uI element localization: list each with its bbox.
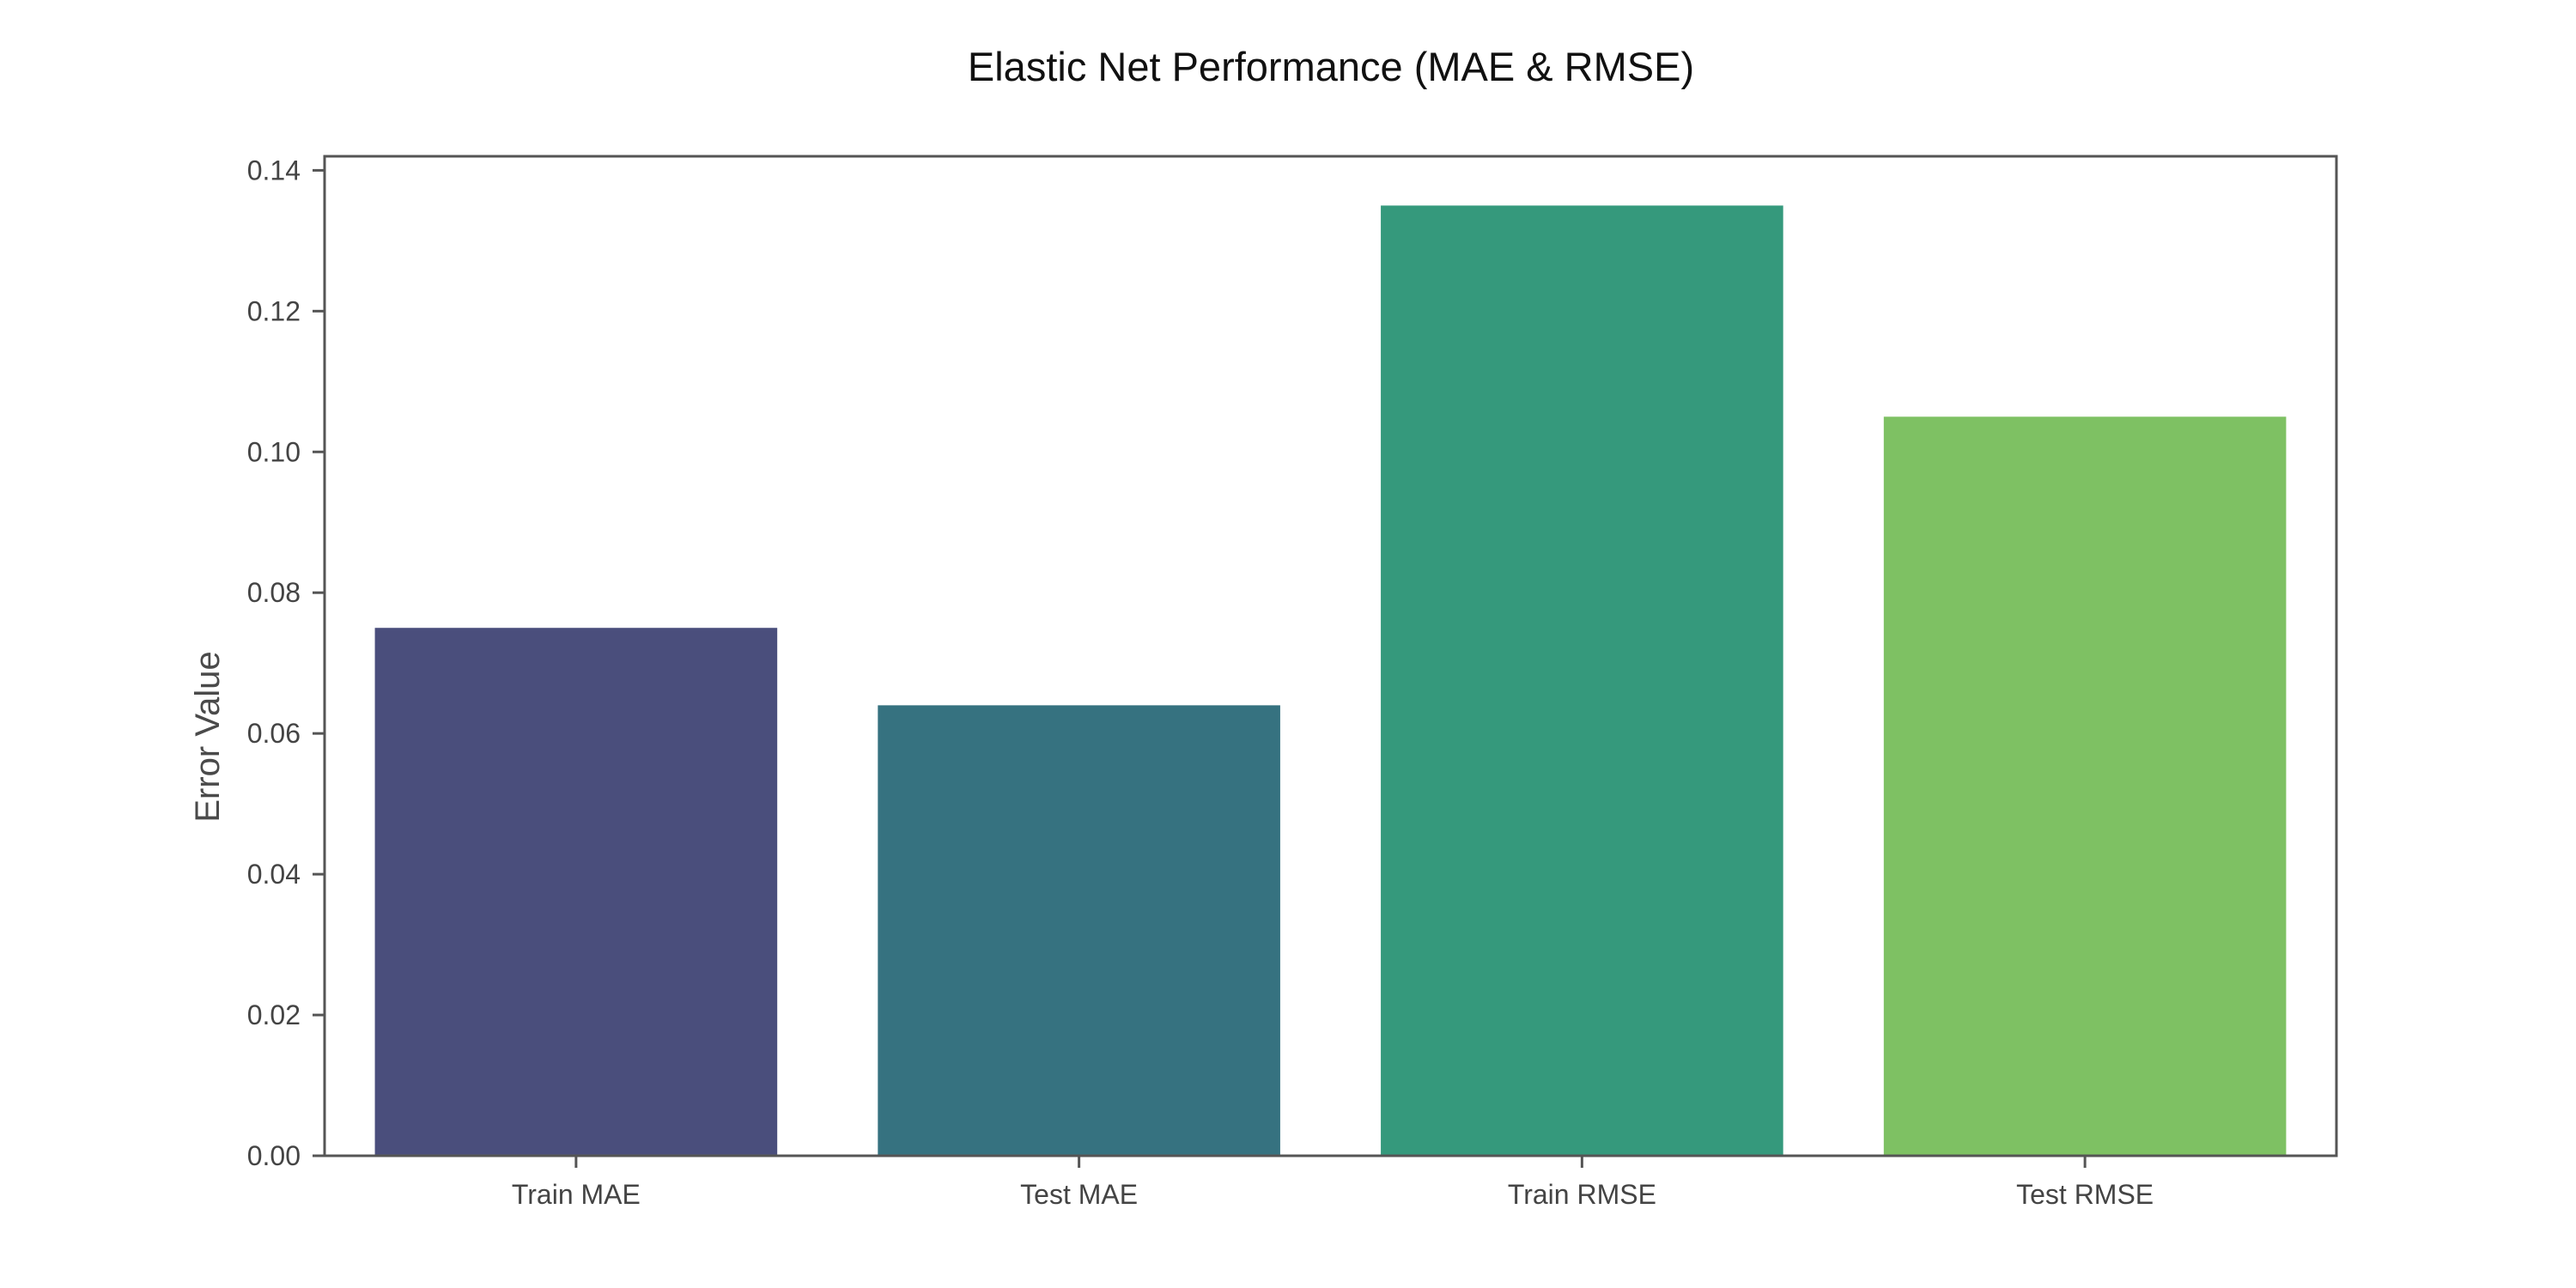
y-tick-label: 0.06 [247, 718, 301, 749]
bars-layer [374, 205, 2287, 1157]
y-tick-label: 0.02 [247, 999, 301, 1030]
x-tick-label: Train MAE [512, 1179, 641, 1210]
y-axis-label: Error Value [189, 651, 227, 822]
y-tick-label: 0.12 [247, 295, 301, 326]
y-tick-label: 0.08 [247, 577, 301, 608]
y-tick-label: 0.10 [247, 436, 301, 467]
x-axis: Train MAE Test MAE Train RMSE Test RMSE [512, 1156, 2154, 1210]
y-tick-label: 0.04 [247, 859, 301, 890]
x-tick-label: Test MAE [1020, 1179, 1138, 1210]
x-tick-label: Train RMSE [1508, 1179, 1656, 1210]
y-tick-label: 0.00 [247, 1140, 301, 1171]
chart-title: Elastic Net Performance (MAE & RMSE) [968, 44, 1694, 89]
bar-test-mae [878, 705, 1280, 1156]
bar-train-rmse [1381, 205, 1783, 1157]
y-tick-label: 0.14 [247, 155, 301, 185]
x-tick-label: Test RMSE [2016, 1179, 2154, 1210]
bar-test-rmse [1883, 416, 2287, 1156]
bar-train-mae [374, 628, 778, 1156]
y-axis: 0.00 0.02 0.04 0.06 0.08 0.10 0.12 0.14 [247, 155, 325, 1171]
plot-frame [323, 155, 2338, 1157]
